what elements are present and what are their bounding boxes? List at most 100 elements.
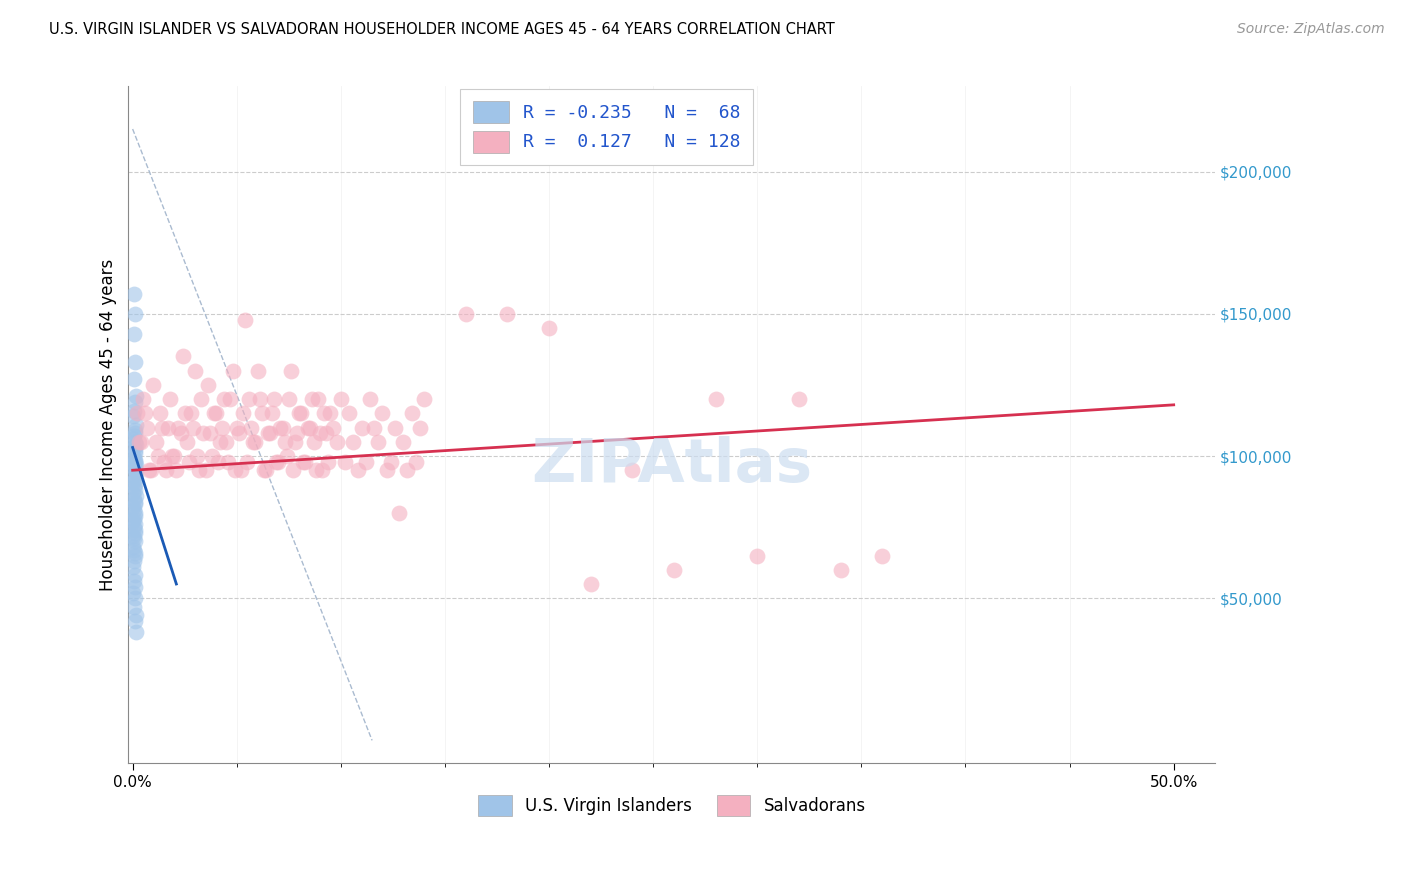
Point [145, 434, 167, 449]
Point [122, 500, 145, 515]
Point [297, 420, 319, 434]
Point [124, 403, 146, 417]
Point [281, 463, 304, 477]
Point [229, 463, 252, 477]
Point [124, 497, 146, 511]
Point [142, 378, 165, 392]
Point [125, 437, 148, 451]
Point [232, 406, 254, 420]
Point [787, 392, 810, 406]
Point [124, 534, 146, 549]
Y-axis label: Householder Income Ages 45 - 64 years: Householder Income Ages 45 - 64 years [100, 259, 117, 591]
Point [124, 472, 146, 486]
Point [325, 434, 347, 449]
Point [172, 350, 194, 364]
Point [124, 483, 146, 497]
Point [169, 426, 191, 441]
Point [277, 392, 299, 406]
Point [307, 392, 329, 406]
Point [193, 426, 215, 441]
Point [124, 434, 146, 449]
Point [167, 420, 190, 434]
Point [124, 614, 146, 628]
Point [124, 446, 146, 460]
Point [122, 542, 145, 557]
Point [315, 426, 337, 441]
Point [122, 456, 145, 470]
Point [454, 307, 477, 321]
Point [122, 554, 145, 568]
Point [363, 420, 385, 434]
Point [267, 455, 290, 469]
Point [294, 455, 316, 469]
Point [122, 326, 145, 341]
Point [124, 494, 146, 508]
Point [396, 463, 419, 477]
Point [122, 574, 145, 589]
Point [238, 392, 260, 406]
Point [124, 568, 146, 582]
Legend: U.S. Virgin Islanders, Salvadorans: U.S. Virgin Islanders, Salvadorans [471, 789, 872, 822]
Point [155, 463, 177, 477]
Point [704, 392, 727, 406]
Point [225, 420, 247, 434]
Point [122, 432, 145, 446]
Point [202, 406, 225, 420]
Point [233, 312, 256, 326]
Point [302, 434, 325, 449]
Point [314, 406, 336, 420]
Point [496, 307, 519, 321]
Point [181, 420, 204, 434]
Point [276, 449, 298, 463]
Point [124, 546, 146, 560]
Point [165, 463, 187, 477]
Point [284, 434, 307, 449]
Point [125, 458, 148, 472]
Point [359, 392, 381, 406]
Point [246, 364, 269, 378]
Point [217, 455, 239, 469]
Point [160, 449, 183, 463]
Point [269, 420, 291, 434]
Point [870, 549, 893, 563]
Point [211, 420, 233, 434]
Point [136, 420, 159, 434]
Point [122, 528, 145, 542]
Point [125, 389, 148, 403]
Point [367, 434, 389, 449]
Point [124, 455, 146, 469]
Point [305, 463, 328, 477]
Point [301, 392, 323, 406]
Point [380, 455, 402, 469]
Point [409, 420, 432, 434]
Point [124, 355, 146, 369]
Point [212, 392, 235, 406]
Point [180, 406, 202, 420]
Point [132, 392, 155, 406]
Point [263, 392, 285, 406]
Point [250, 406, 273, 420]
Point [124, 458, 146, 473]
Point [290, 406, 312, 420]
Point [124, 424, 146, 438]
Point [128, 434, 150, 449]
Point [157, 420, 180, 434]
Point [198, 426, 221, 441]
Point [350, 420, 373, 434]
Point [125, 608, 148, 623]
Point [288, 406, 311, 420]
Point [190, 392, 212, 406]
Point [309, 426, 332, 441]
Point [124, 549, 146, 563]
Point [405, 455, 427, 469]
Point [201, 449, 224, 463]
Point [205, 406, 228, 420]
Point [122, 520, 145, 534]
Point [254, 463, 277, 477]
Point [124, 443, 146, 458]
Point [184, 364, 207, 378]
Point [292, 455, 315, 469]
Point [122, 585, 145, 599]
Point [177, 455, 200, 469]
Point [253, 463, 276, 477]
